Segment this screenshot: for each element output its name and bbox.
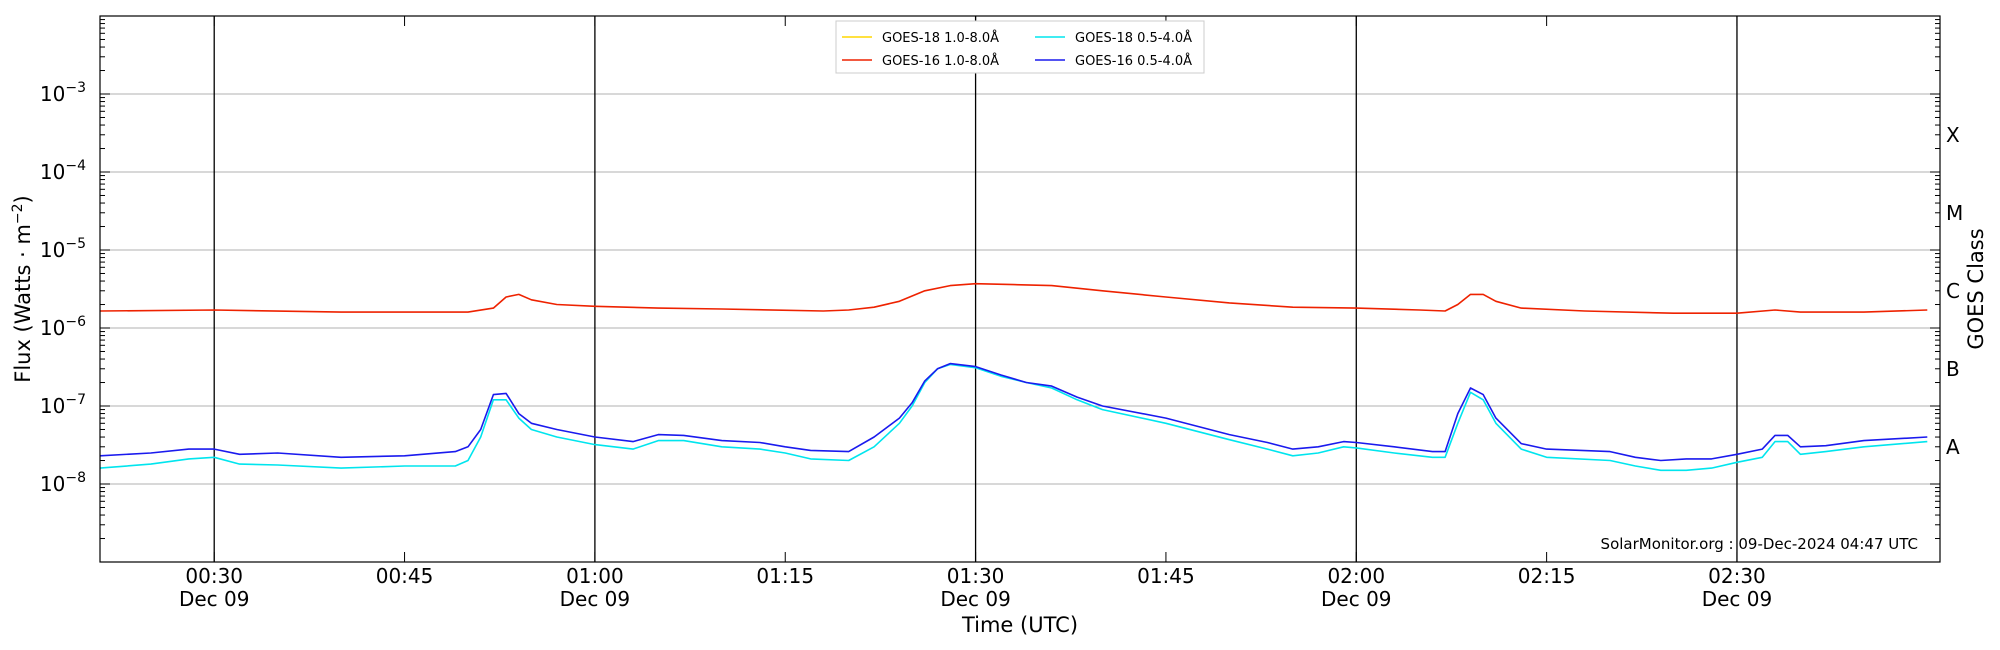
goes-class-c: C xyxy=(1946,279,1960,303)
goes-class-axis-title: GOES Class xyxy=(1964,228,1988,349)
y-tick-label: 10−6 xyxy=(40,314,86,340)
x-axis-title: Time (UTC) xyxy=(961,613,1078,637)
y-tick-exponent: −8 xyxy=(65,470,86,486)
x-tick-date-label: Dec 09 xyxy=(560,587,631,611)
x-tick-date-label: Dec 09 xyxy=(179,587,250,611)
y-tick-base: 10 xyxy=(40,160,65,184)
x-tick-date-label: Dec 09 xyxy=(1321,587,1392,611)
goes-class-b: B xyxy=(1946,357,1960,381)
goes-class-x: X xyxy=(1946,123,1960,147)
y-axis-title-base: Flux (Watts · m xyxy=(11,224,35,383)
goes-class-labels: X M C B A xyxy=(1946,123,1963,459)
y-axis-title-exponent: −2 xyxy=(10,203,26,224)
y-tick-base: 10 xyxy=(40,316,65,340)
y-tick-base: 10 xyxy=(40,394,65,418)
y-tick-exponent: −6 xyxy=(65,314,86,330)
series-lines xyxy=(99,282,1928,472)
y-tick-label: 10−3 xyxy=(40,80,86,106)
x-tick-label: 02:00 xyxy=(1327,564,1385,588)
y-tick-label: 10−5 xyxy=(40,236,86,262)
y-tick-labels: 10−810−710−610−510−410−3 xyxy=(40,80,86,496)
legend-label-3: GOES-16 0.5-4.0Å xyxy=(1075,53,1192,69)
y-tick-base: 10 xyxy=(40,472,65,496)
y-tick-exponent: −4 xyxy=(65,158,86,174)
legend-label-0: GOES-18 1.0-8.0Å xyxy=(882,30,999,46)
x-tick-label: 00:30 xyxy=(185,564,243,588)
series-line-3 xyxy=(99,362,1928,462)
y-tick-exponent: −5 xyxy=(65,236,86,252)
y-tick-base: 10 xyxy=(40,82,65,106)
y-tick-base: 10 xyxy=(40,238,65,262)
y-tick-exponent: −3 xyxy=(65,80,86,96)
x-tick-label: 00:45 xyxy=(376,564,434,588)
x-tick-label: 01:00 xyxy=(566,564,624,588)
plot-frame xyxy=(99,15,1941,563)
y-tick-label: 10−7 xyxy=(40,392,86,418)
y-tick-label: 10−4 xyxy=(40,158,86,184)
watermark-text: SolarMonitor.org : 09-Dec-2024 04:47 UTC xyxy=(1601,535,1918,553)
legend-box xyxy=(835,20,1205,74)
goes-class-a: A xyxy=(1946,435,1960,459)
x-tick-label: 02:15 xyxy=(1518,564,1576,588)
y-tick-exponent: −7 xyxy=(65,392,86,408)
y-tick-label: 10−8 xyxy=(40,470,86,496)
x-tick-label: 02:30 xyxy=(1708,564,1766,588)
day-marker-lines xyxy=(213,16,1738,562)
legend-label-2: GOES-18 0.5-4.0Å xyxy=(1075,30,1192,46)
goes-class-m: M xyxy=(1946,201,1963,225)
y-axis-title-close: ) xyxy=(11,195,35,203)
grid-lines xyxy=(100,93,1940,485)
x-tick-date-label: Dec 09 xyxy=(1702,587,1773,611)
x-tick-label: 01:45 xyxy=(1137,564,1195,588)
series-line-1 xyxy=(99,282,1928,314)
x-tick-label: 01:30 xyxy=(947,564,1005,588)
x-tick-date-label: Dec 09 xyxy=(940,587,1011,611)
legend-label-1: GOES-16 1.0-8.0Å xyxy=(882,53,999,69)
x-tick-label: 01:15 xyxy=(756,564,814,588)
y-axis-title: Flux (Watts · m−2) xyxy=(10,195,35,383)
axis-ticks xyxy=(100,16,1940,563)
legend: GOES-18 1.0-8.0Å GOES-16 1.0-8.0Å GOES-18 … xyxy=(835,20,1205,74)
